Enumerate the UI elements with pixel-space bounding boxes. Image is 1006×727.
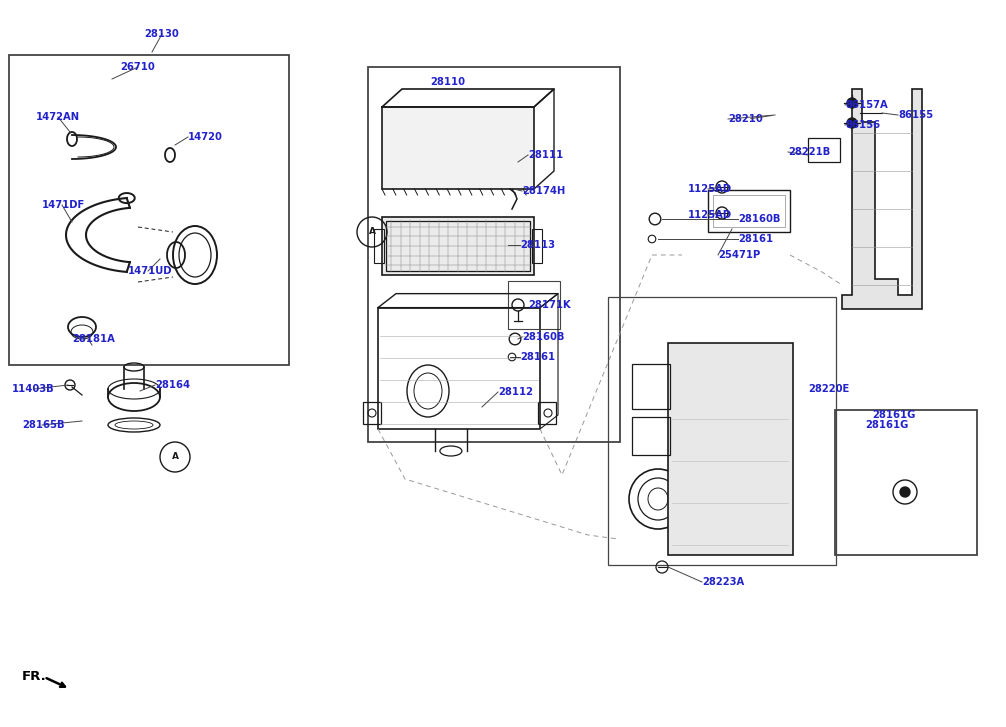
Text: 28223A: 28223A [702,577,744,587]
Text: 28130: 28130 [145,29,179,39]
Text: 1472AN: 1472AN [36,112,80,122]
Bar [708,190,790,232]
Text: 28165B: 28165B [22,420,64,430]
Bar [713,195,785,227]
Text: 28181A: 28181A [72,334,115,344]
Text: 28210: 28210 [728,114,763,124]
Text: 28161: 28161 [738,234,774,244]
Bar [386,221,530,271]
Bar [378,308,540,429]
Circle shape [847,98,857,108]
Text: 86155: 86155 [898,110,934,120]
Text: 86156: 86156 [845,120,880,130]
Text: 28160B: 28160B [738,214,781,224]
Text: 28171K: 28171K [528,300,570,310]
Bar [368,67,620,442]
Text: A: A [171,452,178,462]
Polygon shape [842,89,923,309]
Text: 28160B: 28160B [522,332,564,342]
Text: 28161: 28161 [520,352,555,362]
Bar [382,217,534,275]
Bar [508,281,560,329]
Text: 28164: 28164 [155,380,190,390]
Bar [9,55,289,365]
Text: 28112: 28112 [498,387,533,397]
Text: 28221B: 28221B [788,147,830,157]
Bar [532,229,542,263]
Bar [632,364,670,409]
Text: 86157A: 86157A [845,100,887,110]
Text: 28110: 28110 [431,77,466,87]
Bar [608,297,836,565]
Bar [363,402,381,424]
Bar [632,417,670,455]
Circle shape [900,487,910,497]
Text: 26710: 26710 [121,62,155,72]
Text: 11403B: 11403B [12,384,54,394]
Text: 28161G: 28161G [872,410,915,420]
Text: 28161G: 28161G [865,420,908,430]
Text: 14720: 14720 [188,132,223,142]
Text: 25471P: 25471P [718,250,761,260]
Text: 1471DF: 1471DF [42,200,86,210]
Bar [835,410,977,555]
Bar [374,229,384,263]
Text: 1125AD: 1125AD [688,210,732,220]
Text: 1471UD: 1471UD [128,266,172,276]
Text: 28220E: 28220E [808,384,849,394]
Bar [668,343,793,555]
Text: 1125AD: 1125AD [688,184,732,194]
Text: 28174H: 28174H [522,186,565,196]
Circle shape [847,118,857,128]
Bar [808,138,840,162]
Text: 28111: 28111 [528,150,563,160]
Text: A: A [368,228,375,236]
Text: 28113: 28113 [520,240,555,250]
Text: FR.: FR. [22,670,46,683]
Bar [538,402,556,424]
Bar [382,107,534,189]
